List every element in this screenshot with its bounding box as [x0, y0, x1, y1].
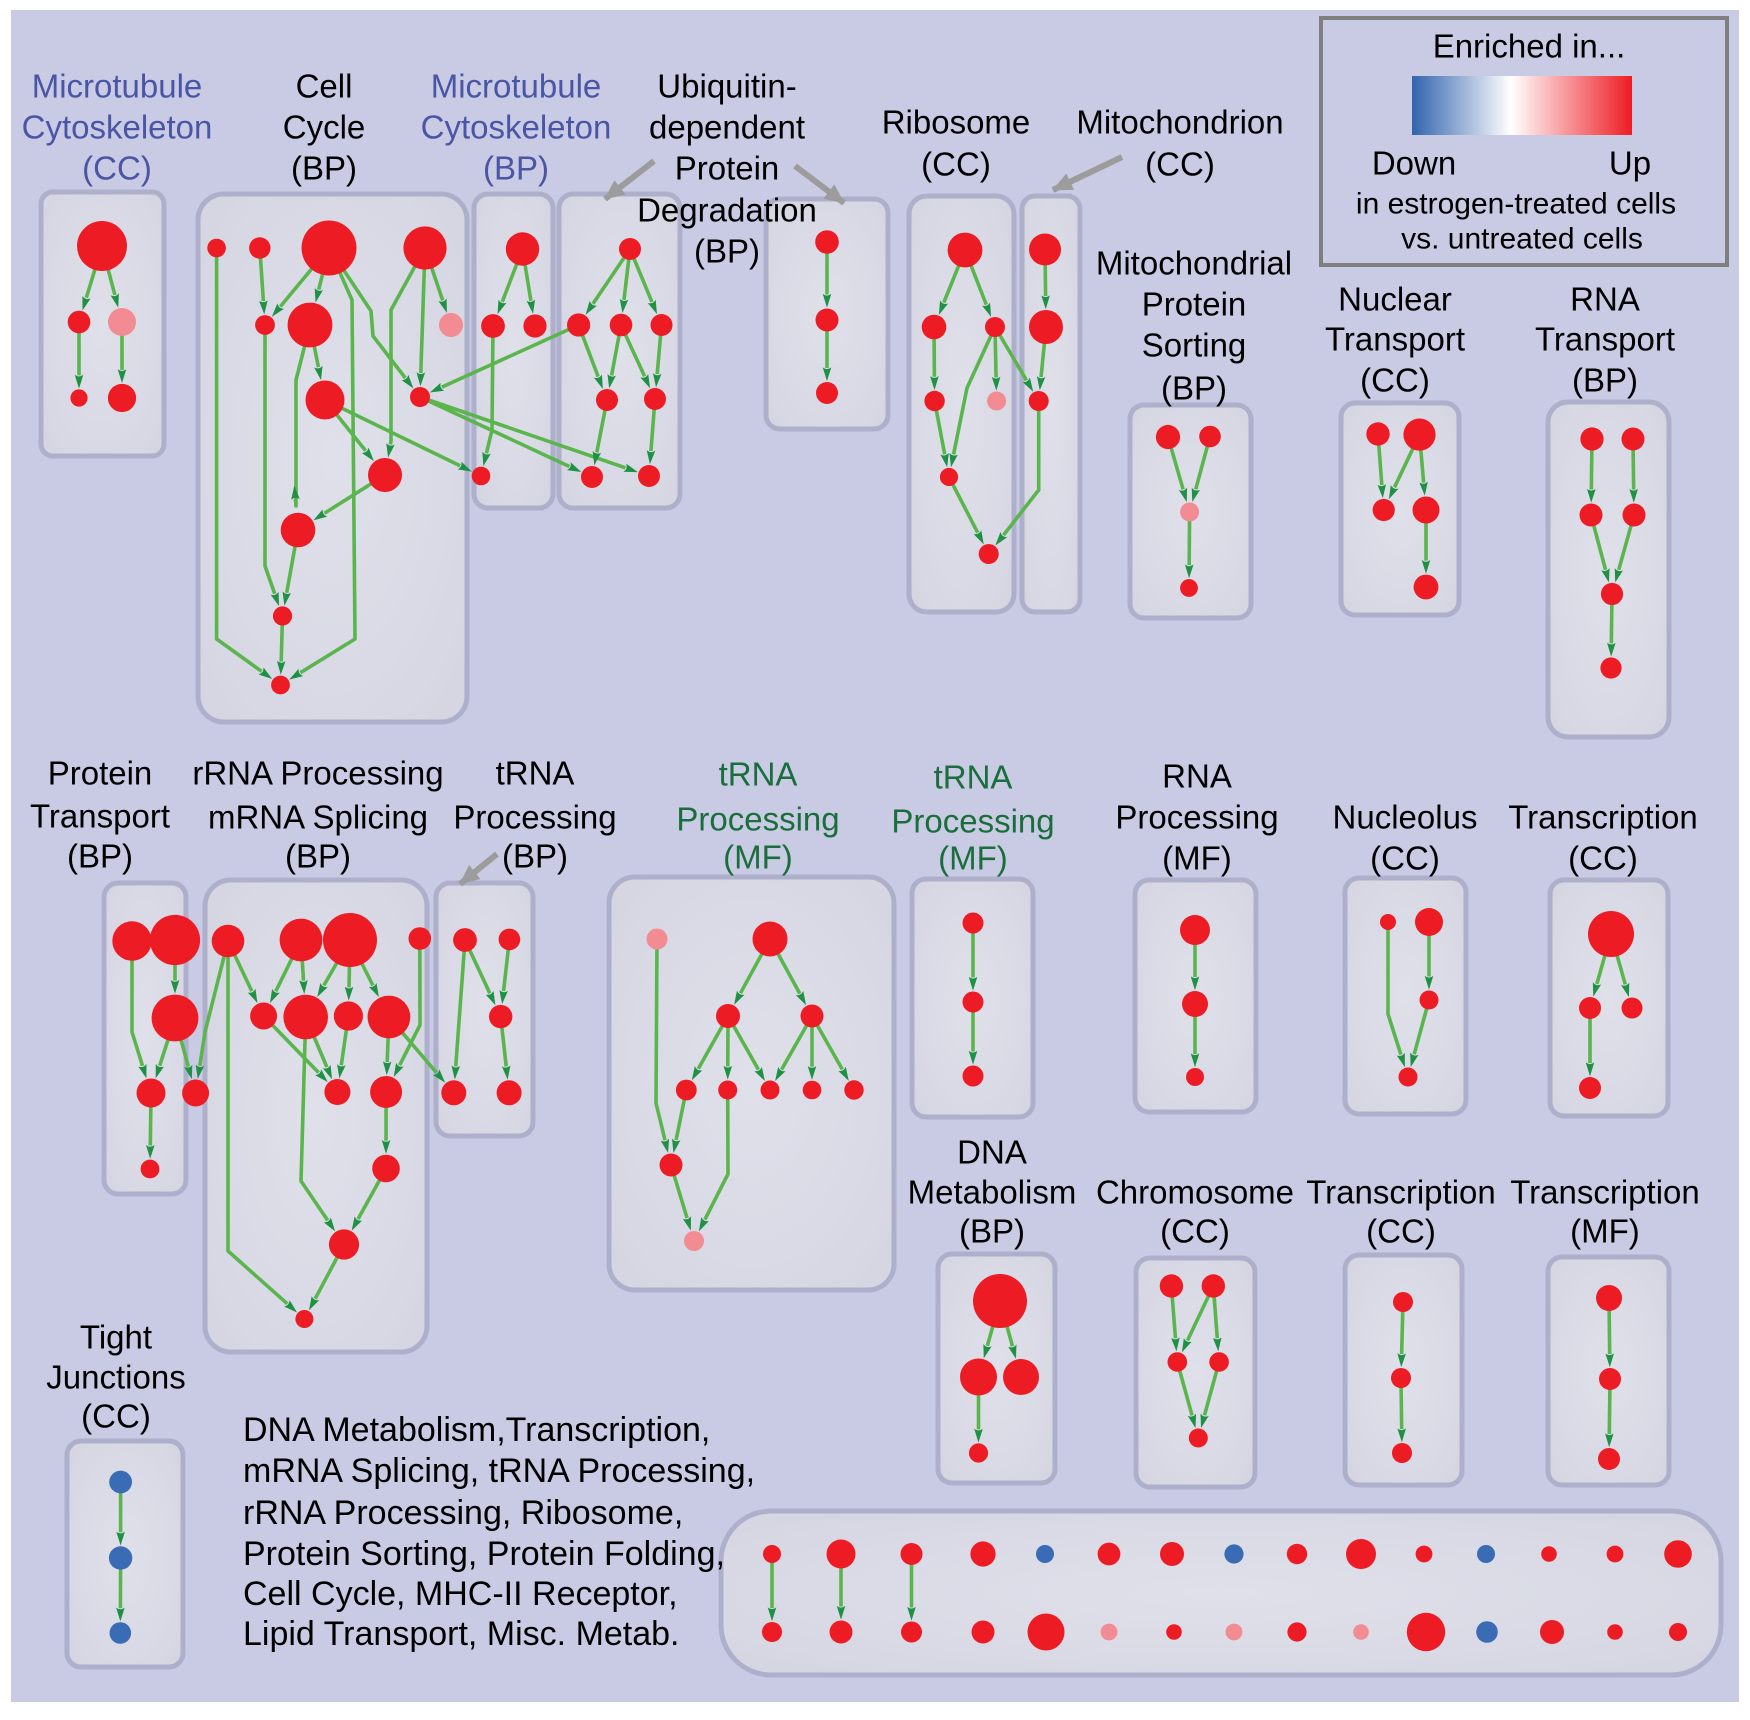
svg-text:Nuclear: Nuclear	[1338, 281, 1452, 318]
svg-text:(CC): (CC)	[1145, 146, 1215, 183]
svg-text:Transport: Transport	[1535, 321, 1675, 358]
svg-text:(BP): (BP)	[291, 150, 357, 187]
svg-text:Transport: Transport	[1325, 321, 1465, 358]
svg-text:Ubiquitin-: Ubiquitin-	[657, 68, 796, 105]
svg-text:tRNA: tRNA	[496, 755, 575, 792]
svg-text:RNA: RNA	[1162, 758, 1232, 795]
svg-text:Tight: Tight	[80, 1319, 152, 1356]
svg-text:Cytoskeleton: Cytoskeleton	[22, 109, 213, 146]
svg-text:Degradation: Degradation	[637, 192, 817, 229]
svg-text:Cytoskeleton: Cytoskeleton	[421, 109, 612, 146]
svg-text:Enriched in...: Enriched in...	[1433, 28, 1626, 65]
svg-text:Up: Up	[1609, 145, 1651, 182]
svg-text:Cell Cycle, MHC-II Receptor,: Cell Cycle, MHC-II Receptor,	[243, 1575, 678, 1613]
svg-text:Transcription: Transcription	[1508, 799, 1698, 836]
svg-text:Transcription: Transcription	[1306, 1174, 1496, 1211]
svg-text:Cycle: Cycle	[283, 109, 366, 146]
svg-text:Nucleolus: Nucleolus	[1333, 799, 1478, 836]
svg-text:in estrogen-treated cells: in estrogen-treated cells	[1356, 188, 1676, 221]
svg-text:mRNA Splicing, tRNA Processing: mRNA Splicing, tRNA Processing,	[243, 1452, 755, 1490]
svg-text:RNA: RNA	[1570, 281, 1640, 318]
svg-text:Protein: Protein	[1142, 286, 1247, 323]
svg-text:Ribosome: Ribosome	[882, 104, 1031, 141]
svg-text:(MF): (MF)	[1570, 1213, 1640, 1250]
svg-text:(BP): (BP)	[694, 233, 760, 270]
svg-text:(BP): (BP)	[1572, 362, 1638, 399]
svg-text:(CC): (CC)	[1160, 1213, 1230, 1250]
svg-text:vs. untreated cells: vs. untreated cells	[1401, 223, 1643, 256]
svg-text:DNA: DNA	[957, 1134, 1027, 1171]
svg-text:Protein Sorting, Protein Foldi: Protein Sorting, Protein Folding,	[243, 1535, 725, 1573]
svg-text:Mitochondrion: Mitochondrion	[1076, 104, 1283, 141]
svg-text:rRNA Processing, Ribosome,: rRNA Processing, Ribosome,	[243, 1494, 683, 1532]
svg-text:(BP): (BP)	[502, 838, 568, 875]
svg-text:tRNA: tRNA	[719, 756, 798, 793]
svg-text:(MF): (MF)	[723, 839, 793, 876]
svg-text:rRNA Processing: rRNA Processing	[192, 755, 443, 792]
svg-text:tRNA: tRNA	[934, 759, 1013, 796]
svg-text:Lipid Transport, Misc. Metab.: Lipid Transport, Misc. Metab.	[243, 1615, 680, 1653]
svg-text:(BP): (BP)	[483, 150, 549, 187]
svg-text:Mitochondrial: Mitochondrial	[1096, 245, 1292, 282]
svg-text:Sorting: Sorting	[1142, 327, 1247, 364]
svg-text:DNA Metabolism,Transcription,: DNA Metabolism,Transcription,	[243, 1411, 710, 1449]
svg-text:(CC): (CC)	[1360, 362, 1430, 399]
svg-text:(CC): (CC)	[1568, 840, 1638, 877]
svg-text:mRNA Splicing: mRNA Splicing	[208, 799, 428, 836]
svg-text:(CC): (CC)	[1366, 1213, 1436, 1250]
svg-text:(BP): (BP)	[285, 838, 351, 875]
svg-text:Junctions: Junctions	[46, 1359, 185, 1396]
svg-text:Cell: Cell	[296, 68, 353, 105]
svg-text:(CC): (CC)	[82, 150, 152, 187]
svg-text:(CC): (CC)	[81, 1398, 151, 1435]
svg-text:(MF): (MF)	[1162, 840, 1232, 877]
svg-text:(BP): (BP)	[1161, 370, 1227, 407]
svg-text:Processing: Processing	[453, 799, 616, 836]
svg-text:Metabolism: Metabolism	[908, 1174, 1077, 1211]
svg-text:(MF): (MF)	[938, 840, 1008, 877]
svg-text:Processing: Processing	[891, 803, 1054, 840]
svg-text:(CC): (CC)	[1370, 840, 1440, 877]
svg-text:(CC): (CC)	[921, 146, 991, 183]
svg-text:Processing: Processing	[1115, 799, 1278, 836]
svg-text:Down: Down	[1372, 145, 1456, 182]
svg-text:Microtubule: Microtubule	[32, 68, 203, 105]
svg-text:Protein: Protein	[48, 755, 153, 792]
svg-text:Microtubule: Microtubule	[431, 68, 602, 105]
svg-text:Transcription: Transcription	[1510, 1174, 1700, 1211]
svg-text:(BP): (BP)	[959, 1213, 1025, 1250]
svg-text:(BP): (BP)	[67, 838, 133, 875]
svg-text:Processing: Processing	[676, 801, 839, 838]
svg-text:Transport: Transport	[30, 798, 170, 835]
svg-text:Chromosome: Chromosome	[1096, 1174, 1294, 1211]
svg-text:Protein: Protein	[675, 150, 780, 187]
svg-text:dependent: dependent	[649, 109, 805, 146]
